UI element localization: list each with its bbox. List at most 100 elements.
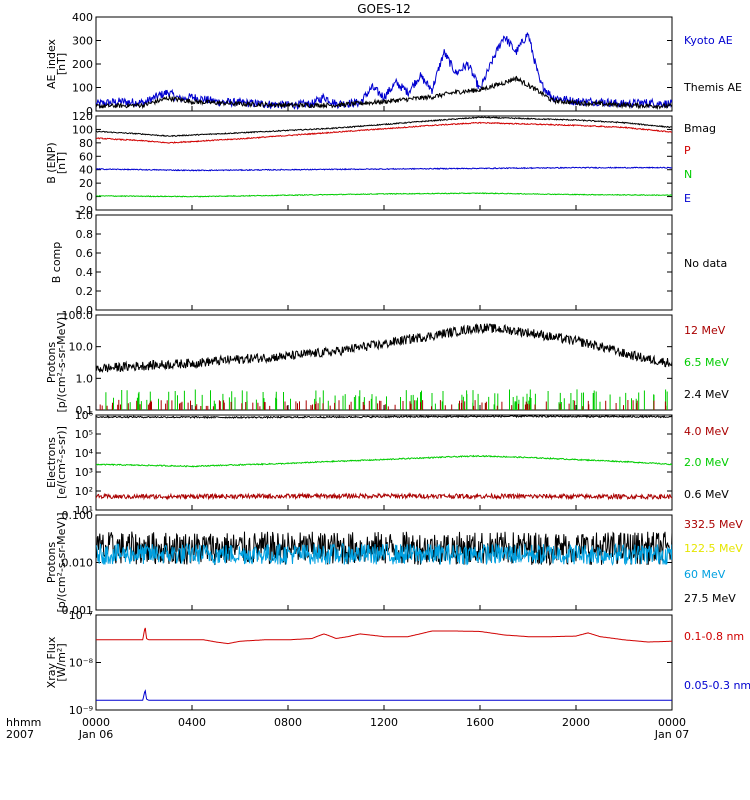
- y-axis-label: [nT]: [55, 152, 68, 174]
- series-line: [96, 542, 672, 566]
- series-line: [96, 689, 672, 701]
- y-tick-label: 0.2: [76, 285, 94, 298]
- legend-entry: 332.5 MeV: [684, 518, 743, 531]
- legend-entry: N: [684, 168, 692, 181]
- legend-entry: 60 MeV: [684, 568, 726, 581]
- legend-entry: 0.6 MeV: [684, 488, 729, 501]
- y-axis-label: AE_index: [45, 38, 58, 89]
- y-tick-label: 10⁶: [75, 409, 94, 422]
- panel-ae: 0 100 200 300 400 AE_index[nT] Kyoto AE Themis …: [45, 11, 742, 118]
- panel-electrons: 10¹ 10² 10³ 10⁴ 10⁵ 10⁶ Electrons[e/(cm²-s-sr)…: [45, 409, 729, 517]
- series-line: [99, 399, 667, 410]
- y-tick-label: 10⁴: [75, 447, 94, 460]
- y-tick-label: 10⁻⁷: [69, 609, 93, 622]
- legend-entry: 2.0 MeV: [684, 456, 729, 469]
- y-tick-label: 0.6: [76, 247, 94, 260]
- time-corner-bottom: 2007: [6, 728, 34, 741]
- series-line: [96, 323, 672, 373]
- series-line: [96, 32, 672, 110]
- y-tick-label: 100: [72, 82, 93, 95]
- series-line: [96, 415, 672, 420]
- y-axis-label: B comp: [50, 242, 63, 284]
- y-tick-label: 20: [79, 177, 93, 190]
- legend-entry: Bmag: [684, 122, 716, 135]
- series-line: [96, 121, 672, 144]
- panel-frame: [95, 614, 673, 711]
- x-tick-label: 0000: [658, 716, 686, 729]
- y-tick-label: 10²: [75, 485, 93, 498]
- x-tick-label: 0400: [178, 716, 206, 729]
- panel-frame: [95, 214, 673, 311]
- series-line: [96, 166, 672, 172]
- x-date-label: Jan 07: [654, 728, 689, 741]
- legend-entry: 12 MeV: [684, 324, 726, 337]
- panel-protons: 0.1 1.0 10.0 100.0 Protons[p/(cm²-s-sr-MeV)]…: [45, 309, 729, 417]
- figure-title: GOES-12: [357, 2, 411, 16]
- y-tick-label: 10.0: [69, 341, 94, 354]
- y-tick-label: 0.8: [76, 228, 94, 241]
- y-tick-label: -20: [75, 204, 93, 217]
- x-date-label: Jan 06: [78, 728, 113, 741]
- y-tick-label: 0.010: [62, 557, 94, 570]
- series-line: [96, 75, 672, 111]
- y-tick-label: 0.4: [76, 266, 94, 279]
- x-tick-label: 1200: [370, 716, 398, 729]
- legend-entry: 6.5 MeV: [684, 356, 729, 369]
- y-tick-label: 1.0: [76, 372, 94, 385]
- legend-entry: P: [684, 144, 691, 157]
- y-tick-label: 10⁻⁹: [69, 704, 93, 717]
- legend-entry: 2.4 MeV: [684, 388, 729, 401]
- legend-entry: 27.5 MeV: [684, 592, 736, 605]
- y-axis-label: Electrons: [45, 437, 58, 488]
- y-tick-label: 10⁻⁸: [69, 657, 94, 670]
- series-line: [96, 627, 672, 645]
- y-tick-label: 0.100: [62, 509, 94, 522]
- y-axis-label: Xray Flux: [45, 636, 58, 688]
- time-corner-top: hhmm: [6, 716, 41, 729]
- y-axis-label: Protons: [45, 342, 58, 383]
- x-tick-label: 1600: [466, 716, 494, 729]
- series-line: [96, 491, 672, 501]
- y-axis-label: [p/(cm²-s-sr-MeV)]: [55, 313, 68, 413]
- panel-frame: [95, 115, 673, 211]
- x-tick-label: 0800: [274, 716, 302, 729]
- y-tick-label: 60: [79, 150, 93, 163]
- y-tick-label: 120: [72, 110, 93, 123]
- y-tick-label: 10¹: [75, 504, 93, 517]
- x-tick-label: 2000: [562, 716, 590, 729]
- legend-entry: 0.1-0.8 nm: [684, 630, 744, 643]
- y-tick-label: 200: [72, 58, 93, 71]
- y-axis-label: [e/(cm²-s-sr)]: [55, 426, 68, 499]
- panel-bcomp: 0.0 0.2 0.4 0.6 0.8 1.0 B comp No data: [50, 209, 727, 317]
- panel-frame: [95, 514, 673, 611]
- y-axis-label: Protons: [45, 542, 58, 583]
- y-tick-label: 100.0: [62, 309, 94, 322]
- panel-xray: 10⁻⁹ 10⁻⁸ 10⁻⁷ Xray Flux[W/m²] 0.1-0.8 nm 0.0…: [45, 609, 750, 717]
- legend-entry: 4.0 MeV: [684, 425, 729, 438]
- y-axis-label: [p/(cm²-s-sr-MeV)]: [55, 513, 68, 613]
- legend-entry: 0.05-0.3 nm: [684, 679, 750, 692]
- y-axis-label: [W/m²]: [55, 643, 68, 681]
- y-tick-label: 0.0: [76, 304, 94, 317]
- series-line: [96, 531, 672, 566]
- y-tick-label: 100: [72, 123, 93, 136]
- legend-entry: No data: [684, 257, 727, 270]
- y-tick-label: 0.001: [62, 604, 94, 617]
- y-tick-label: 10⁵: [75, 428, 93, 441]
- y-tick-label: 80: [79, 137, 93, 150]
- y-tick-label: 0: [86, 191, 93, 204]
- series-line: [96, 192, 672, 198]
- y-tick-label: 0.1: [76, 404, 94, 417]
- y-axis-label: [nT]: [55, 53, 68, 75]
- series-line: [96, 116, 672, 138]
- y-tick-label: 1.0: [76, 209, 94, 222]
- legend-entry: 122.5 MeV: [684, 542, 743, 555]
- legend-entry: E: [684, 192, 691, 205]
- panel-hiprotons: 0.001 0.010 0.100 Protons[p/(cm²-s-sr-MeV)]…: [45, 509, 743, 617]
- y-axis-label: B (ENP): [45, 142, 58, 183]
- y-tick-label: 300: [72, 35, 93, 48]
- y-tick-label: 400: [72, 11, 93, 24]
